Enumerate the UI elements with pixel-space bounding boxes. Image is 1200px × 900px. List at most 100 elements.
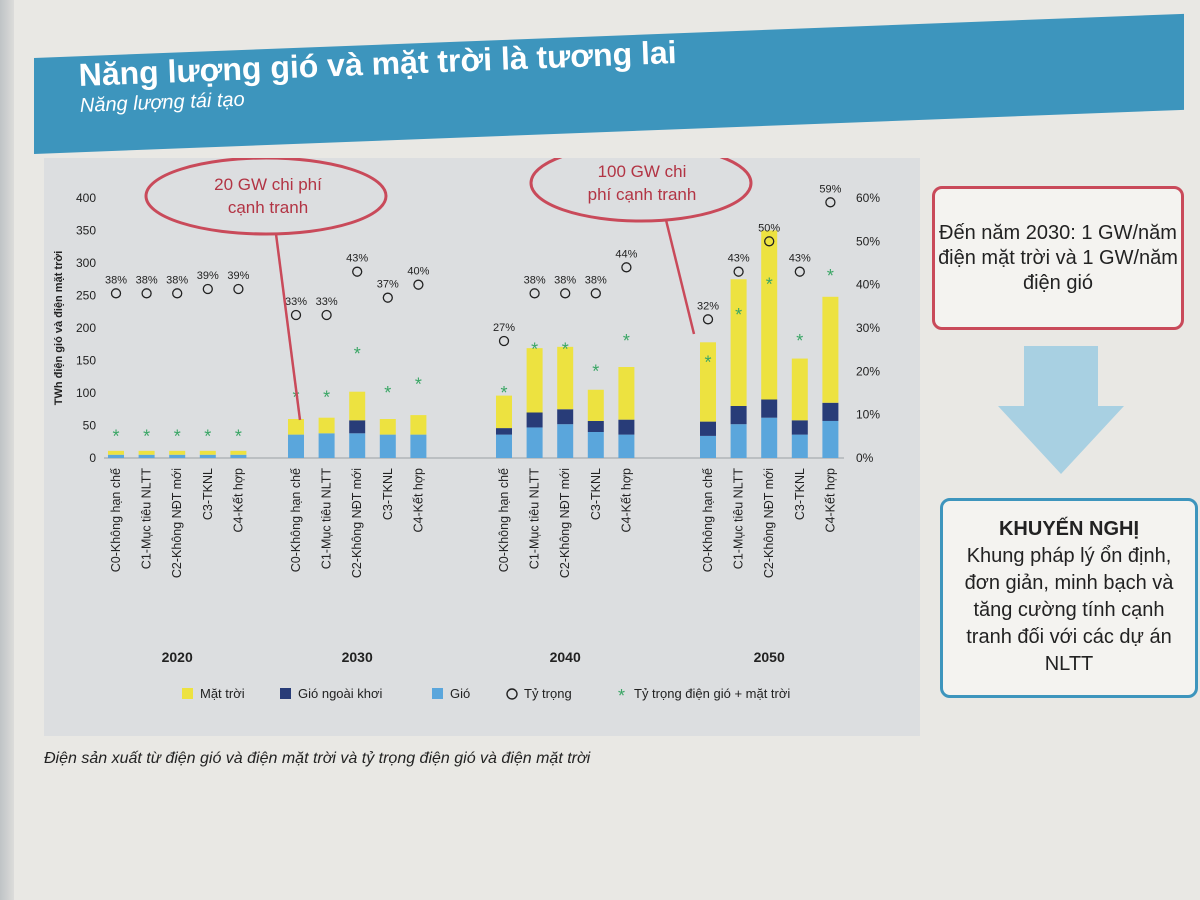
scenario-label: C4-Kết hợp <box>231 468 245 533</box>
bar-Mặt trời <box>730 279 747 406</box>
wind-solar-share-marker: * <box>204 426 211 446</box>
bar-Gió <box>618 434 635 458</box>
share-label: 44% <box>615 248 637 260</box>
bar-Gió <box>199 454 216 458</box>
wind-solar-share-marker: * <box>384 383 391 403</box>
y2-tick-label: 10% <box>856 408 880 422</box>
bar-Gió <box>822 420 839 458</box>
scenario-label: C4-Kết hợp <box>411 468 425 533</box>
bar-Gió <box>318 433 335 458</box>
bar-Gió <box>791 434 808 458</box>
bar-Mặt trời <box>526 348 543 413</box>
share-marker <box>172 288 183 299</box>
wind-solar-share-marker: * <box>531 340 538 360</box>
scenario-label: C0-Không hạn chế <box>497 468 511 572</box>
annotation-pointer <box>274 233 302 421</box>
bar-Gió ngoài khơi <box>618 419 635 435</box>
wind-solar-share-marker: * <box>827 266 834 286</box>
bar-Gió ngoài khơi <box>730 406 747 425</box>
scenario-label: C2-Không NĐT mới <box>762 468 776 578</box>
page-edge <box>0 0 14 900</box>
recommendation-body: Khung pháp lý ổn định, đơn giản, minh bạ… <box>964 545 1174 675</box>
share-label: 43% <box>728 253 750 265</box>
group-label: 2050 <box>754 649 785 665</box>
bar-Gió <box>379 434 396 458</box>
share-label: 38% <box>554 274 576 286</box>
bar-Mặt trời <box>700 342 716 422</box>
wind-solar-share-marker: * <box>735 305 742 325</box>
bar-Mặt trời <box>557 346 574 410</box>
legend-label: Tỷ trọng <box>524 686 572 701</box>
y-tick-label: 300 <box>76 256 96 270</box>
scenario-label: C3-TKNL <box>589 468 603 520</box>
figure-caption: Điện sản xuất từ điện gió và điện mặt tr… <box>44 750 591 767</box>
share-marker <box>621 262 632 273</box>
bar-Gió ngoài khơi <box>700 421 716 436</box>
wind-solar-share-marker: * <box>323 387 330 407</box>
wind-solar-share-marker: * <box>592 361 599 381</box>
bar-Mặt trời <box>618 367 635 420</box>
bar-Gió <box>108 454 124 458</box>
bar-Gió <box>761 417 778 458</box>
share-label: 38% <box>136 274 158 286</box>
share-marker <box>498 335 510 347</box>
callout-text: Đến năm 2030: 1 GW/năm điện mặt trời và … <box>938 221 1178 294</box>
wind-solar-share-marker: * <box>500 383 507 403</box>
y-tick-label: 0 <box>89 451 96 465</box>
bar-Mặt trời <box>230 450 247 455</box>
scenario-label: C0-Không hạn chế <box>701 468 715 572</box>
bar-Mặt trời <box>288 419 304 435</box>
wind-solar-share-marker: * <box>766 275 773 295</box>
bar-Gió <box>730 424 747 458</box>
bar-Mặt trời <box>791 358 808 421</box>
share-marker <box>321 309 332 321</box>
bar-Gió ngoài khơi <box>791 420 808 435</box>
bar-Mặt trời <box>138 450 155 455</box>
y-tick-label: 250 <box>76 289 96 303</box>
bar-Mặt trời <box>108 450 124 455</box>
bar-Gió <box>700 435 716 458</box>
y-axis-label: TWh điện gió và điện mặt trời <box>53 251 65 406</box>
share-label: 37% <box>377 279 399 291</box>
share-label: 39% <box>227 270 249 282</box>
scenario-label: C2-Không NĐT mới <box>558 468 572 578</box>
share-marker <box>413 279 424 290</box>
annotation-text: phí cạnh tranh <box>588 185 697 204</box>
annotation-text: 20 GW chi phí <box>214 175 322 194</box>
wind-solar-share-marker: * <box>174 426 181 446</box>
legend-label: Gió <box>450 686 470 701</box>
bar-Gió ngoài khơi <box>822 402 839 421</box>
share-marker <box>352 266 363 277</box>
scenario-label: C1-Mục tiêu NLTT <box>528 468 542 570</box>
legend-swatch-wind <box>432 688 443 699</box>
share-label: 32% <box>697 300 719 312</box>
y2-tick-label: 0% <box>856 451 874 465</box>
wind-solar-share-marker: * <box>143 426 150 446</box>
wind-solar-share-marker: * <box>623 331 630 351</box>
wind-solar-share-marker: * <box>354 344 361 364</box>
bar-Mặt trời <box>761 230 778 400</box>
bar-Gió <box>230 454 247 458</box>
share-marker <box>529 288 540 299</box>
y2-tick-label: 20% <box>856 364 880 378</box>
share-marker <box>794 266 805 277</box>
annotation-text: cạnh tranh <box>228 198 308 217</box>
wind-solar-share-marker: * <box>112 426 119 446</box>
legend-marker-star: * <box>618 686 625 706</box>
share-label: 38% <box>524 274 546 286</box>
share-marker <box>290 309 302 321</box>
share-label: 27% <box>493 322 515 334</box>
bar-Mặt trời <box>822 296 839 403</box>
bar-Gió ngoài khơi <box>496 428 512 435</box>
share-label: 43% <box>789 253 811 265</box>
share-marker <box>202 283 213 295</box>
share-marker <box>590 288 601 299</box>
y-tick-label: 100 <box>76 386 96 400</box>
legend-label: Tỷ trọng điện gió + mặt trời <box>634 686 790 701</box>
share-marker <box>560 288 571 299</box>
bar-Gió <box>169 454 186 458</box>
bar-Gió <box>410 434 427 458</box>
down-arrow-icon <box>998 346 1124 474</box>
bar-Mặt trời <box>169 450 186 455</box>
bar-Mặt trời <box>199 450 216 455</box>
